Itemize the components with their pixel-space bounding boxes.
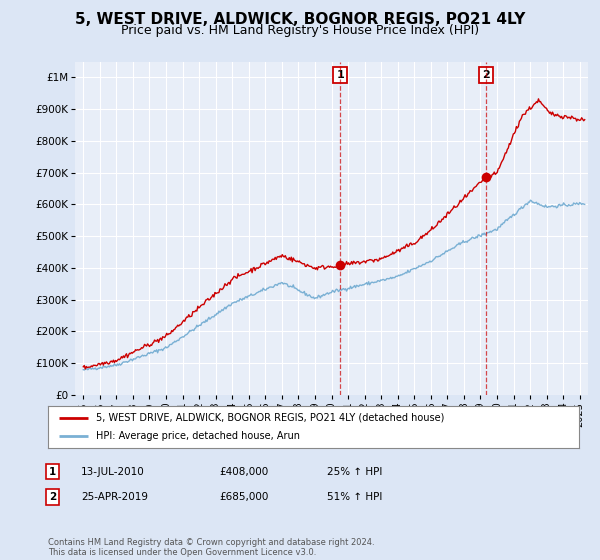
Text: Price paid vs. HM Land Registry's House Price Index (HPI): Price paid vs. HM Land Registry's House … xyxy=(121,24,479,37)
Text: £685,000: £685,000 xyxy=(219,492,268,502)
Text: 51% ↑ HPI: 51% ↑ HPI xyxy=(327,492,382,502)
Text: Contains HM Land Registry data © Crown copyright and database right 2024.
This d: Contains HM Land Registry data © Crown c… xyxy=(48,538,374,557)
Text: 5, WEST DRIVE, ALDWICK, BOGNOR REGIS, PO21 4LY: 5, WEST DRIVE, ALDWICK, BOGNOR REGIS, PO… xyxy=(75,12,525,27)
Text: 25% ↑ HPI: 25% ↑ HPI xyxy=(327,466,382,477)
Text: £408,000: £408,000 xyxy=(219,466,268,477)
Text: 2: 2 xyxy=(49,492,56,502)
Text: 25-APR-2019: 25-APR-2019 xyxy=(81,492,148,502)
Text: 2: 2 xyxy=(482,70,490,80)
Text: 5, WEST DRIVE, ALDWICK, BOGNOR REGIS, PO21 4LY (detached house): 5, WEST DRIVE, ALDWICK, BOGNOR REGIS, PO… xyxy=(96,413,444,423)
Text: 13-JUL-2010: 13-JUL-2010 xyxy=(81,466,145,477)
Text: 1: 1 xyxy=(337,70,344,80)
Text: 1: 1 xyxy=(49,466,56,477)
Text: HPI: Average price, detached house, Arun: HPI: Average price, detached house, Arun xyxy=(96,431,300,441)
